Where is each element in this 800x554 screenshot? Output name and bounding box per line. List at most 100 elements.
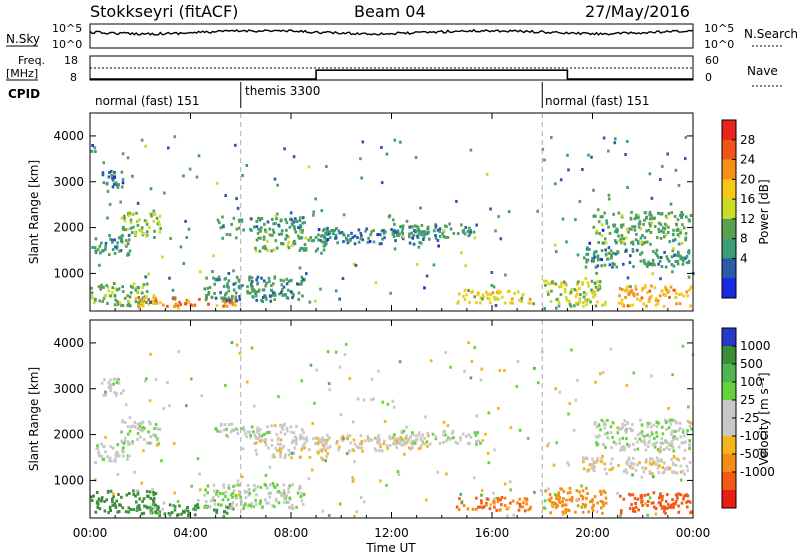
power-cell bbox=[643, 211, 647, 215]
power-scatter-cell bbox=[626, 186, 629, 189]
power-cell bbox=[216, 218, 220, 222]
velocity-cell bbox=[142, 437, 146, 441]
power-scatter-cell bbox=[120, 185, 124, 189]
power-scatter-cell bbox=[227, 272, 231, 275]
power-cell bbox=[256, 281, 260, 285]
power-cell bbox=[618, 287, 622, 291]
power-cell bbox=[662, 226, 665, 230]
velocity-cell bbox=[601, 500, 605, 504]
velocity-scatter-cell bbox=[151, 487, 154, 491]
velocity-scatter-cell bbox=[616, 491, 619, 495]
power-cell bbox=[620, 241, 623, 245]
power-cell bbox=[150, 213, 154, 217]
power-cell bbox=[634, 284, 637, 288]
power-cell bbox=[659, 223, 663, 227]
power-scatter-cell bbox=[586, 246, 589, 250]
power-cell bbox=[476, 293, 480, 297]
velocity-cell bbox=[105, 498, 108, 502]
power-cell bbox=[249, 282, 253, 286]
power-scatter-cell bbox=[661, 164, 664, 168]
power-cell bbox=[203, 287, 206, 291]
power-cell bbox=[681, 262, 685, 266]
power-cell bbox=[325, 231, 329, 235]
power-data-cells bbox=[90, 135, 695, 311]
velocity-scatter-cell bbox=[214, 427, 218, 431]
velocity-cell bbox=[109, 383, 113, 387]
power-cell bbox=[353, 242, 357, 246]
velocity-cell bbox=[367, 439, 371, 443]
power-cell bbox=[651, 263, 654, 267]
power-colorbar-swatch bbox=[722, 258, 736, 279]
power-cell bbox=[412, 242, 416, 246]
power-cell bbox=[272, 248, 276, 252]
velocity-cell bbox=[674, 437, 678, 440]
velocity-cell bbox=[603, 467, 607, 471]
power-scatter-cell bbox=[360, 176, 363, 180]
velocity-scatter-cell bbox=[574, 398, 578, 402]
velocity-cell bbox=[227, 506, 230, 510]
x-axis-label: Time UT bbox=[365, 541, 416, 554]
power-cell bbox=[467, 289, 470, 293]
velocity-cell bbox=[593, 495, 597, 499]
velocity-cell bbox=[215, 511, 218, 515]
power-cell bbox=[173, 296, 177, 300]
velocity-cell bbox=[335, 442, 338, 445]
power-cell bbox=[618, 239, 621, 243]
power-cell bbox=[664, 285, 667, 289]
power-cell bbox=[671, 249, 675, 253]
power-cell bbox=[644, 285, 647, 289]
power-cell bbox=[121, 178, 125, 181]
power-cell bbox=[119, 235, 123, 239]
power-cell bbox=[123, 219, 127, 223]
velocity-cell bbox=[576, 504, 580, 508]
velocity-cell bbox=[283, 495, 286, 499]
velocity-scatter-cell bbox=[403, 452, 406, 456]
velocity-cell bbox=[261, 505, 264, 509]
velocity-cell bbox=[646, 421, 650, 425]
power-scatter-cell bbox=[504, 273, 507, 277]
power-scatter-cell bbox=[119, 200, 122, 204]
velocity-scatter-cell bbox=[484, 432, 487, 436]
velocity-cell bbox=[595, 441, 598, 445]
power-scatter-cell bbox=[593, 281, 597, 285]
velocity-cell bbox=[634, 505, 638, 509]
power-cell bbox=[118, 249, 121, 253]
power-cell bbox=[323, 236, 326, 240]
velocity-cell bbox=[357, 446, 360, 449]
velocity-cell bbox=[221, 498, 225, 502]
power-cell bbox=[630, 288, 633, 292]
velocity-scatter-cell bbox=[144, 379, 147, 383]
power-colorbar-label: Power [dB] bbox=[757, 179, 771, 244]
power-cell bbox=[641, 287, 645, 291]
power-cell bbox=[627, 293, 630, 296]
power-cell bbox=[116, 288, 119, 292]
velocity-cell bbox=[360, 446, 364, 450]
velocity-scatter-cell bbox=[486, 451, 490, 455]
power-cell bbox=[639, 252, 642, 256]
power-scatter-cell bbox=[152, 209, 156, 213]
power-scatter-cell bbox=[305, 272, 308, 276]
power-cell bbox=[101, 173, 105, 177]
power-cell bbox=[273, 275, 277, 279]
velocity-scatter-cell bbox=[397, 473, 401, 477]
velocity-cell bbox=[213, 508, 216, 512]
velocity-cell bbox=[325, 455, 328, 459]
velocity-cell bbox=[673, 455, 676, 459]
power-cell bbox=[177, 306, 180, 310]
velocity-cell bbox=[122, 389, 125, 393]
power-cell bbox=[570, 287, 573, 291]
velocity-cell bbox=[649, 457, 652, 460]
velocity-cell bbox=[630, 466, 634, 470]
power-cell bbox=[412, 234, 415, 237]
velocity-cell bbox=[587, 468, 590, 472]
power-scatter-cell bbox=[592, 252, 596, 256]
power-cell bbox=[509, 301, 512, 305]
power-cell bbox=[94, 251, 98, 255]
power-cell bbox=[650, 221, 654, 225]
power-cell bbox=[393, 222, 396, 226]
velocity-cell bbox=[300, 446, 304, 450]
power-cell bbox=[647, 299, 651, 303]
power-cell bbox=[677, 235, 681, 238]
power-cell bbox=[226, 285, 229, 289]
power-cell bbox=[638, 222, 642, 226]
